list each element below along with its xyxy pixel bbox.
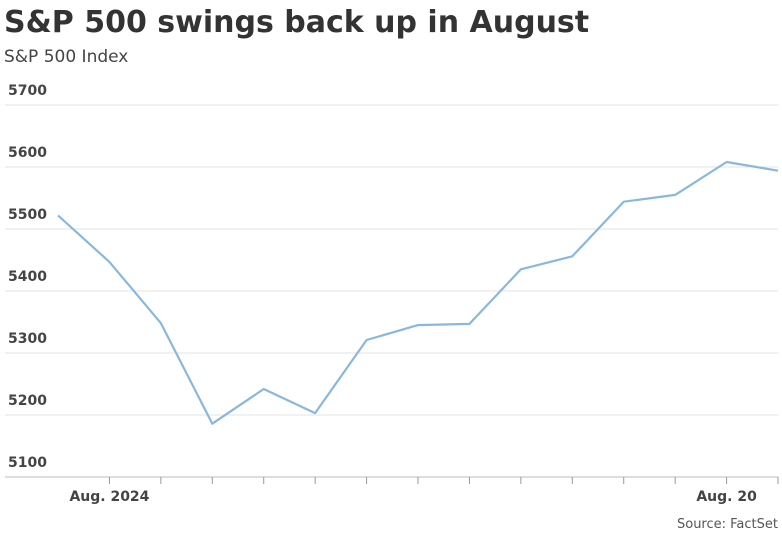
x-tick-label: Aug. 20 bbox=[696, 489, 757, 505]
x-tick-label: Aug. 2024 bbox=[69, 489, 149, 505]
source: Source: FactSet bbox=[677, 517, 778, 532]
chart-title: S&P 500 swings back up in August bbox=[4, 5, 589, 40]
y-tick-label: 5400 bbox=[8, 269, 47, 285]
y-tick-label: 5100 bbox=[8, 455, 47, 471]
line-series bbox=[57, 160, 779, 425]
y-tick-label: 5700 bbox=[8, 83, 47, 99]
y-tick-label: 5600 bbox=[8, 145, 47, 161]
y-tick-label: 5500 bbox=[8, 207, 47, 223]
y-tick-label: 5300 bbox=[8, 331, 47, 347]
chart-subtitle: S&P 500 Index bbox=[4, 47, 128, 67]
y-tick-label: 5200 bbox=[8, 393, 47, 409]
